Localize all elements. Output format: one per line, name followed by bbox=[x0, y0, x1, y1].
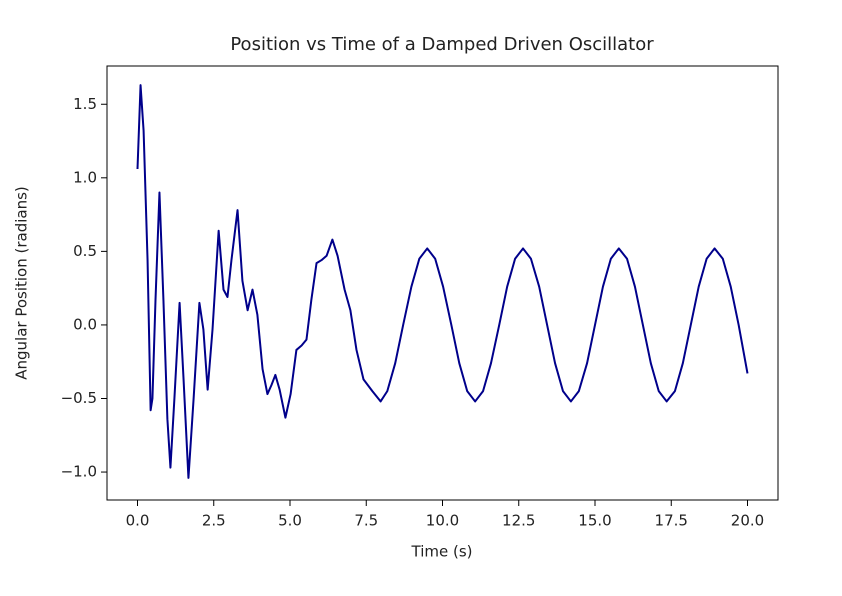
x-tick-label: 10.0 bbox=[426, 512, 459, 530]
x-axis-label: Time (s) bbox=[411, 543, 473, 561]
x-tick-label: 17.5 bbox=[655, 512, 688, 530]
x-tick-label: 12.5 bbox=[502, 512, 535, 530]
x-tick-label: 15.0 bbox=[578, 512, 611, 530]
chart-title: Position vs Time of a Damped Driven Osci… bbox=[230, 34, 654, 55]
y-tick-label: 1.5 bbox=[73, 95, 97, 113]
y-tick-label: 1.0 bbox=[73, 168, 97, 186]
x-tick-label: 20.0 bbox=[731, 512, 764, 530]
x-tick-label: 7.5 bbox=[354, 512, 378, 530]
y-tick-label: −0.5 bbox=[61, 389, 97, 407]
x-tick-label: 0.0 bbox=[126, 512, 150, 530]
y-tick-label: −1.0 bbox=[61, 463, 97, 481]
x-tick-label: 5.0 bbox=[278, 512, 302, 530]
y-tick-label: 0.0 bbox=[73, 315, 97, 333]
y-tick-label: 0.5 bbox=[73, 242, 97, 260]
x-tick-label: 2.5 bbox=[202, 512, 226, 530]
data-line bbox=[136, 84, 749, 479]
plot-frame bbox=[106, 65, 779, 501]
y-axis-label: Angular Position (radians) bbox=[13, 186, 31, 380]
